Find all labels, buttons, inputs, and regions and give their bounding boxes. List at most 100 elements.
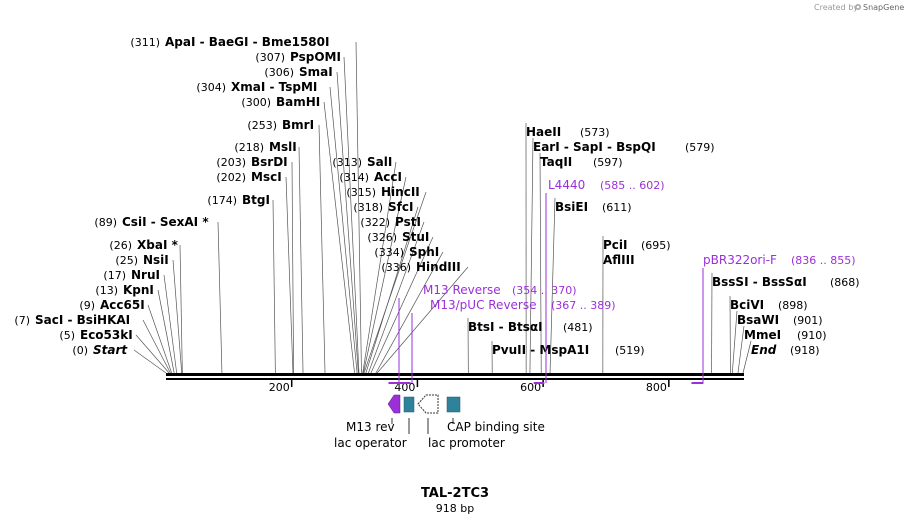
site-btsi[interactable]: BtsI - BtsαI (481) xyxy=(468,320,593,334)
site-position: (326) xyxy=(367,231,397,244)
site-name: End xyxy=(751,343,777,357)
lac-promoter-feature-arrow[interactable] xyxy=(417,394,439,414)
site-leader xyxy=(549,197,556,374)
site-bsrdi[interactable]: (203) BsrDI xyxy=(216,155,287,169)
site-position: (898) xyxy=(778,299,808,312)
site-name: XbaI * xyxy=(137,238,179,252)
site-acci[interactable]: (314) AccI xyxy=(339,170,402,184)
site-position: (5) xyxy=(59,329,75,342)
site-start[interactable]: (0) Start xyxy=(72,343,128,357)
site-bsawi[interactable]: BsaWI (901) xyxy=(737,313,823,327)
site-name: BamHI xyxy=(276,95,320,109)
site-leader xyxy=(323,101,355,374)
site-position: (336) xyxy=(381,261,411,274)
site-name: MslI xyxy=(269,140,297,154)
site-sphi[interactable]: (334) SphI xyxy=(374,245,439,259)
site-nrui[interactable]: (17) NruI xyxy=(103,268,160,282)
site-hindiii[interactable]: (336) HindIII xyxy=(381,260,460,274)
site-saci[interactable]: (7) SacI - BsiHKAI xyxy=(14,313,130,327)
feature-label-lac-operator: lac operator xyxy=(334,436,407,450)
tick-label: 200 xyxy=(269,381,290,394)
primer-binding-bar xyxy=(533,382,545,384)
site-bamhi[interactable]: (300) BamHI xyxy=(241,95,320,109)
site-leader xyxy=(368,221,425,374)
site-pspomi[interactable]: (307) PspOMI xyxy=(255,50,341,64)
site-leader xyxy=(343,56,360,374)
site-end[interactable]: End (918) xyxy=(751,343,820,357)
site-bsiei[interactable]: BsiEI (611) xyxy=(555,200,632,214)
site-name: ApaI - BaeGI - Bme1580I xyxy=(165,35,329,49)
site-name: BssSI - BssSαI xyxy=(712,275,807,289)
snapgene-logo-icon xyxy=(855,4,861,10)
site-taqii[interactable]: TaqII (597) xyxy=(540,155,623,169)
site-csii[interactable]: (89) CsiI - SexAI * xyxy=(94,215,209,229)
site-position: (322) xyxy=(360,216,390,229)
site-smai[interactable]: (306) SmaI xyxy=(264,65,332,79)
site-name: HindIII xyxy=(416,260,461,274)
site-hincii[interactable]: (315) HincII xyxy=(346,185,419,199)
site-sali[interactable]: (313) SalI xyxy=(332,155,392,169)
site-btgi[interactable]: (174) BtgI xyxy=(207,193,270,207)
site-pvuii[interactable]: PvuII - MspA1I (519) xyxy=(492,343,645,357)
site-bcivi[interactable]: BciVI (898) xyxy=(730,298,808,312)
primer-m13rev[interactable]: M13 Reverse (354 .. 370) xyxy=(388,283,577,384)
credit-prefix: Created by xyxy=(814,3,858,12)
site-leader xyxy=(737,325,745,374)
primer-range: (367 .. 389) xyxy=(551,299,616,312)
site-eco53ki[interactable]: (5) Eco53kI xyxy=(59,328,132,342)
site-mmei[interactable]: MmeI (910) xyxy=(744,328,827,342)
m13-rev-feature-arrow[interactable] xyxy=(387,394,401,414)
site-pcli[interactable]: PciI (695) xyxy=(603,238,671,252)
site-leader xyxy=(163,274,178,374)
site-leader xyxy=(336,71,359,374)
primer-range: (585 .. 602) xyxy=(600,179,665,192)
site-psti[interactable]: (322) PstI xyxy=(360,215,421,229)
site-position: (13) xyxy=(95,284,118,297)
site-position: (313) xyxy=(332,156,362,169)
site-nsii[interactable]: (25) NsiI xyxy=(115,253,168,267)
site-leader xyxy=(291,161,294,374)
primer-pbr322[interactable]: pBR322ori-F (836 .. 855) xyxy=(691,253,856,384)
site-kpni[interactable]: (13) KpnI xyxy=(95,283,154,297)
site-name: SalI xyxy=(367,155,392,169)
site-name: BciVI xyxy=(730,298,764,312)
primer-binding-bar xyxy=(691,382,704,384)
primer-l4440[interactable]: L4440 (585 .. 602) xyxy=(533,178,665,384)
site-xmai[interactable]: (304) XmaI - TspMI xyxy=(196,80,317,94)
site-leader xyxy=(133,349,167,374)
site-haeii[interactable]: HaeII (573) xyxy=(526,125,610,139)
site-name: NruI xyxy=(131,268,160,282)
site-leader xyxy=(217,221,223,374)
site-leader xyxy=(272,199,276,374)
primer-annotations: M13 Reverse (354 .. 370)M13/pUC Reverse (3… xyxy=(388,178,856,384)
primer-m13puc[interactable]: M13/pUC Reverse (367 .. 389) xyxy=(396,298,616,384)
site-afliii[interactable]: AflIII xyxy=(603,253,635,267)
site-leader xyxy=(142,319,171,374)
site-sfci[interactable]: (318) SfcI xyxy=(353,200,413,214)
site-position: (26) xyxy=(109,239,132,252)
site-msci[interactable]: (202) MscI xyxy=(216,170,281,184)
site-leader xyxy=(172,259,183,374)
site-position: (579) xyxy=(685,141,715,154)
lac-operator-feature[interactable] xyxy=(403,396,415,413)
site-leader xyxy=(318,124,326,374)
site-position: (519) xyxy=(615,344,645,357)
site-name: PvuII - MspA1I xyxy=(492,343,589,357)
site-bmri[interactable]: (253) BmrI xyxy=(247,118,314,132)
site-acc65i[interactable]: (9) Acc65I xyxy=(79,298,144,312)
site-position: (918) xyxy=(790,344,820,357)
primer-name: M13 Reverse xyxy=(423,283,501,297)
cap-binding-site-feature[interactable] xyxy=(446,396,461,413)
site-leader xyxy=(365,206,419,374)
site-stui[interactable]: (326) StuI xyxy=(367,230,429,244)
site-position: (315) xyxy=(346,186,376,199)
site-eari[interactable]: EarI - SapI - BspQI (579) xyxy=(533,140,715,154)
map-length: 918 bp xyxy=(436,502,474,515)
site-msli[interactable]: (218) MslI xyxy=(234,140,296,154)
site-xbai[interactable]: (26) XbaI * xyxy=(109,238,178,252)
site-bsssi[interactable]: BssSI - BssSαI (868) xyxy=(712,275,860,289)
site-name: SacI - BsiHKAI xyxy=(35,313,130,327)
site-apai[interactable]: (311) ApaI - BaeGI - Bme1580I xyxy=(130,35,329,49)
site-name: Acc65I xyxy=(100,298,145,312)
